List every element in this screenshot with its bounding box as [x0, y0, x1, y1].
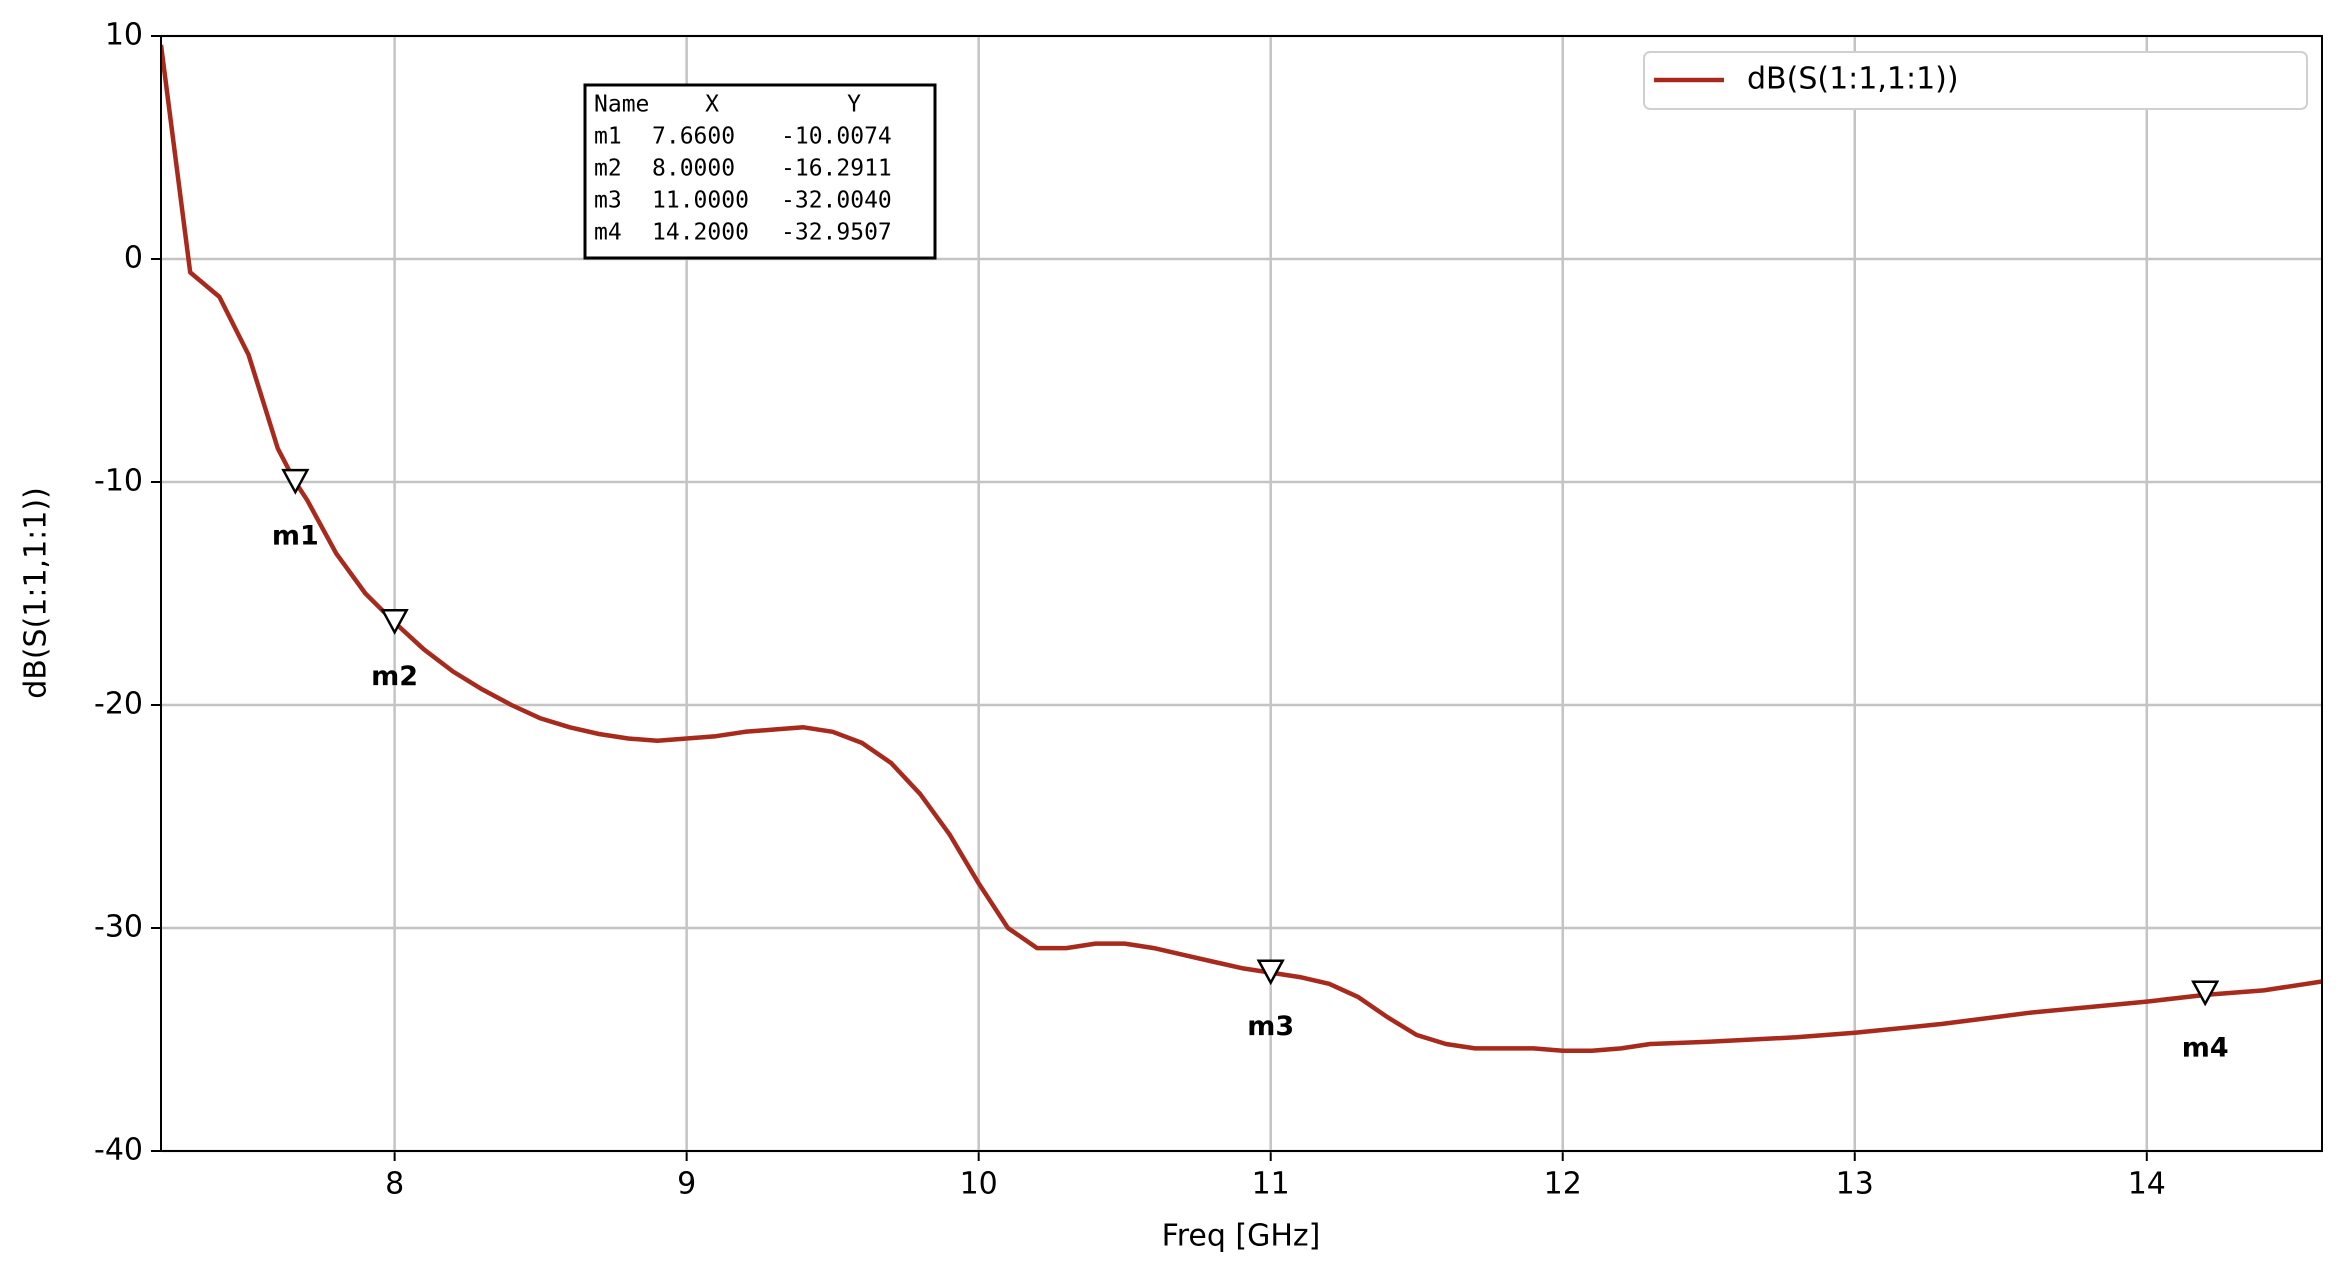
x-tick-label: 13 [1836, 1167, 1874, 1202]
y-tick-label: 0 [124, 241, 143, 276]
marker [380, 609, 409, 635]
marker-table-x: 7.6600 [652, 124, 735, 150]
marker [1256, 959, 1285, 986]
x-tick-label: 9 [677, 1167, 696, 1202]
y-tick-label: -40 [94, 1133, 143, 1168]
marker-table-name: m4 [594, 220, 622, 246]
x-tick-label: 8 [385, 1167, 404, 1202]
marker [2191, 980, 2220, 1007]
marker-table-y: -32.9507 [781, 220, 892, 246]
marker-table-box [583, 83, 937, 260]
marker-label: m1 [272, 521, 319, 552]
x-tick-label: 12 [1544, 1167, 1582, 1202]
y-tick-label: -30 [94, 910, 143, 945]
marker-table-name: m2 [594, 156, 622, 182]
legend-box [1643, 51, 2308, 110]
x-tick-label: 11 [1252, 1167, 1290, 1202]
marker-table-header: Name [594, 92, 649, 118]
marker-label: m3 [1247, 1011, 1294, 1042]
marker-table-y: -10.0074 [781, 124, 892, 150]
marker-table-x: 8.0000 [652, 156, 735, 182]
marker-table-header: Y [847, 92, 861, 118]
marker-table-name: m3 [594, 188, 622, 214]
marker-label: m2 [371, 661, 418, 692]
marker-table-x: 14.2000 [652, 220, 749, 246]
y-tick-label: -10 [94, 464, 143, 499]
marker-table-y: -32.0040 [781, 188, 892, 214]
legend-label: dB(S(1:1,1:1)) [1747, 62, 1959, 97]
marker-table-x: 11.0000 [652, 188, 749, 214]
x-axis-label: Freq [GHz] [1162, 1219, 1321, 1254]
x-tick-label: 14 [2128, 1167, 2166, 1202]
marker-table-y: -16.2911 [781, 156, 892, 182]
marker-table-header: X [705, 92, 719, 118]
marker-table-name: m1 [594, 124, 622, 150]
x-tick-label: 10 [960, 1167, 998, 1202]
y-tick-label: -20 [94, 687, 143, 722]
marker-label: m4 [2182, 1032, 2229, 1063]
data-line [161, 44, 2322, 1053]
marker [281, 468, 310, 495]
y-axis-label: dB(S(1:1,1:1)) [19, 487, 54, 699]
y-tick-label: 10 [105, 18, 143, 53]
plot-frame [160, 35, 2323, 1152]
